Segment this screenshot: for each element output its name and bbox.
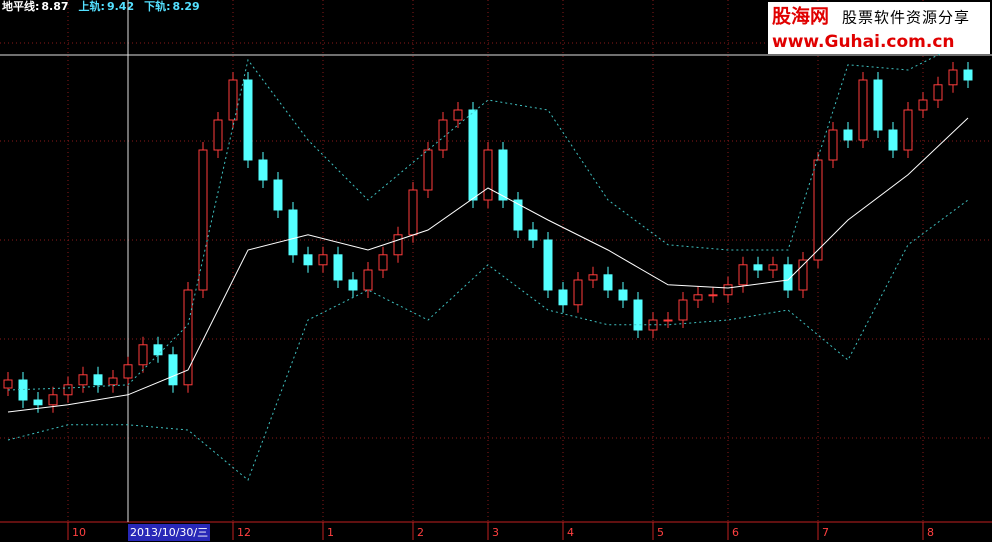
candle-body — [378, 254, 388, 271]
header: 地平线: 8.87 上轨: 9.42 下轨: 8.29 — [2, 0, 200, 13]
x-tick-label: 12 — [237, 526, 251, 539]
candle-body — [228, 79, 238, 121]
candle-body — [183, 289, 193, 386]
candle-body — [408, 189, 418, 236]
crosshair-label: 2013/10/30/三 — [130, 526, 208, 539]
candle-body — [363, 269, 373, 291]
candle-body — [48, 394, 58, 406]
header-value: 8.29 — [173, 0, 200, 13]
header-label: 下轨: — [144, 0, 170, 13]
header-label: 地平线: — [2, 0, 39, 13]
x-tick-label: 1 — [327, 526, 334, 539]
candle-body — [573, 279, 583, 306]
candle-body — [828, 129, 838, 161]
candle-body — [18, 379, 28, 401]
candle-body — [93, 374, 103, 386]
candle-body — [78, 374, 88, 386]
x-tick-label: 5 — [657, 526, 664, 539]
candle-body — [948, 69, 958, 86]
candle-body — [108, 377, 118, 386]
candle-body — [543, 239, 553, 291]
candle-body — [198, 149, 208, 291]
candle-body — [63, 384, 73, 396]
candle-body — [558, 289, 568, 306]
candle-body — [843, 129, 853, 141]
candle-body — [33, 399, 43, 406]
candle-body — [468, 109, 478, 201]
x-tick-label: 8 — [927, 526, 934, 539]
candle-body — [423, 149, 433, 191]
upper-band — [7, 39, 969, 391]
candle-body — [453, 109, 463, 121]
candle-body — [648, 319, 658, 331]
candle-body — [768, 264, 778, 271]
candle-body — [888, 129, 898, 151]
mid-band — [7, 117, 969, 413]
header-label: 上轨: — [79, 0, 105, 13]
candle-body — [858, 79, 868, 141]
candle-body — [528, 229, 538, 241]
candle-body — [153, 344, 163, 356]
candle-body — [288, 209, 298, 256]
candle-body — [753, 264, 763, 271]
candle-body — [693, 294, 703, 301]
watermark-brand: 股海网 — [772, 5, 829, 28]
watermark: 股海网 股票软件资源分享 www.Guhai.com.cn — [768, 2, 990, 54]
candle-body — [273, 179, 283, 211]
candle-body — [918, 99, 928, 111]
candle-body — [933, 84, 943, 101]
x-tick-label: 10 — [72, 526, 86, 539]
candle-body — [723, 284, 733, 296]
candle-body — [798, 259, 808, 291]
candle-body — [618, 289, 628, 301]
candle-body — [783, 264, 793, 291]
x-tick-label: 2 — [417, 526, 424, 539]
candle-body — [483, 149, 493, 201]
candle-body — [678, 299, 688, 321]
header-value: 8.87 — [41, 0, 68, 13]
candle-body — [258, 159, 268, 181]
candle-body — [303, 254, 313, 266]
x-tick-label: 4 — [567, 526, 574, 539]
candle-body — [348, 279, 358, 291]
x-tick-label: 7 — [822, 526, 829, 539]
candle-body — [663, 319, 673, 322]
watermark-bg — [768, 2, 990, 54]
grid-rows — [0, 42, 992, 439]
candle-body — [588, 274, 598, 281]
candle-body — [813, 159, 823, 261]
candle-body — [333, 254, 343, 281]
candle-body — [873, 79, 883, 131]
candle-body — [633, 299, 643, 331]
candle-body — [168, 354, 178, 386]
x-tick-label: 6 — [732, 526, 739, 539]
candle-body — [603, 274, 613, 291]
candle-body — [963, 69, 973, 81]
candle-body — [903, 109, 913, 151]
candle-body — [438, 119, 448, 151]
candle-body — [738, 264, 748, 286]
watermark-url: www.Guhai.com.cn — [772, 32, 955, 52]
candle-body — [3, 379, 13, 389]
x-tick-label: 3 — [492, 526, 499, 539]
candle-body — [123, 364, 133, 379]
header-value: 9.42 — [107, 0, 134, 13]
candle-body — [213, 119, 223, 151]
candle-body — [318, 254, 328, 266]
candle-body — [393, 234, 403, 256]
candle-body — [243, 79, 253, 161]
lower-band — [7, 199, 969, 481]
candle-body — [513, 199, 523, 231]
crosshair-label-bg — [128, 524, 210, 541]
candle-body — [138, 344, 148, 366]
candle-body — [708, 294, 718, 297]
candle-body — [498, 149, 508, 201]
watermark-slogan: 股票软件资源分享 — [842, 9, 970, 27]
